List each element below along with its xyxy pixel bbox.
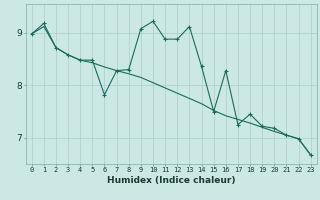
- X-axis label: Humidex (Indice chaleur): Humidex (Indice chaleur): [107, 176, 236, 185]
